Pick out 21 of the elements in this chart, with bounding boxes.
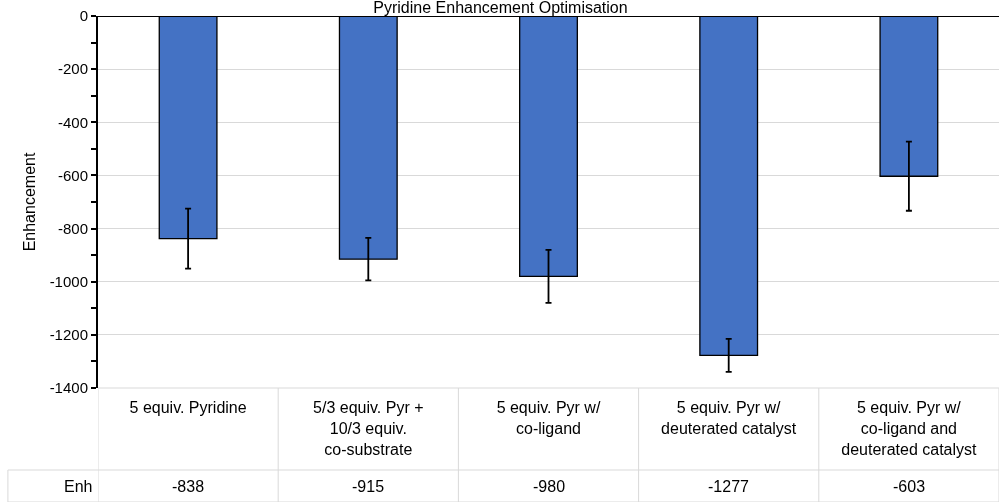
data-label: -1277 <box>708 478 750 495</box>
y-tick-label: -1200 <box>49 326 88 344</box>
y-axis-title: Enhancement <box>21 152 39 252</box>
chart-title: Pyridine Enhancement Optimisation <box>373 0 628 16</box>
y-tick-label: -600 <box>57 166 88 184</box>
y-tick-label: -1400 <box>49 379 88 397</box>
y-tick-label: -200 <box>57 60 88 78</box>
x-tick-label: 5 equiv. Pyr w/ co-ligand <box>496 399 601 437</box>
data-label: -915 <box>352 478 385 495</box>
text: Enh <box>64 478 93 495</box>
y-tick-label: -1000 <box>49 272 88 290</box>
y-tick-label: -800 <box>57 219 88 237</box>
data-label: -603 <box>893 478 926 495</box>
data-label: -980 <box>533 478 566 495</box>
x-tick-label: 5 equiv. Pyr w/ deuterated catalyst <box>661 399 797 437</box>
x-tick-label: 5 equiv. Pyr w/ co-ligand and deuterated catalyst <box>841 399 978 458</box>
data-label: -838 <box>172 478 205 495</box>
y-tick-label: -400 <box>57 113 88 131</box>
y-tick-label: 0 <box>79 7 88 25</box>
x-tick-label: 5 equiv. Pyridine <box>129 399 247 416</box>
x-tick-label: 5/3 equiv. Pyr + 10/3 equiv. co-substrate <box>313 399 424 458</box>
